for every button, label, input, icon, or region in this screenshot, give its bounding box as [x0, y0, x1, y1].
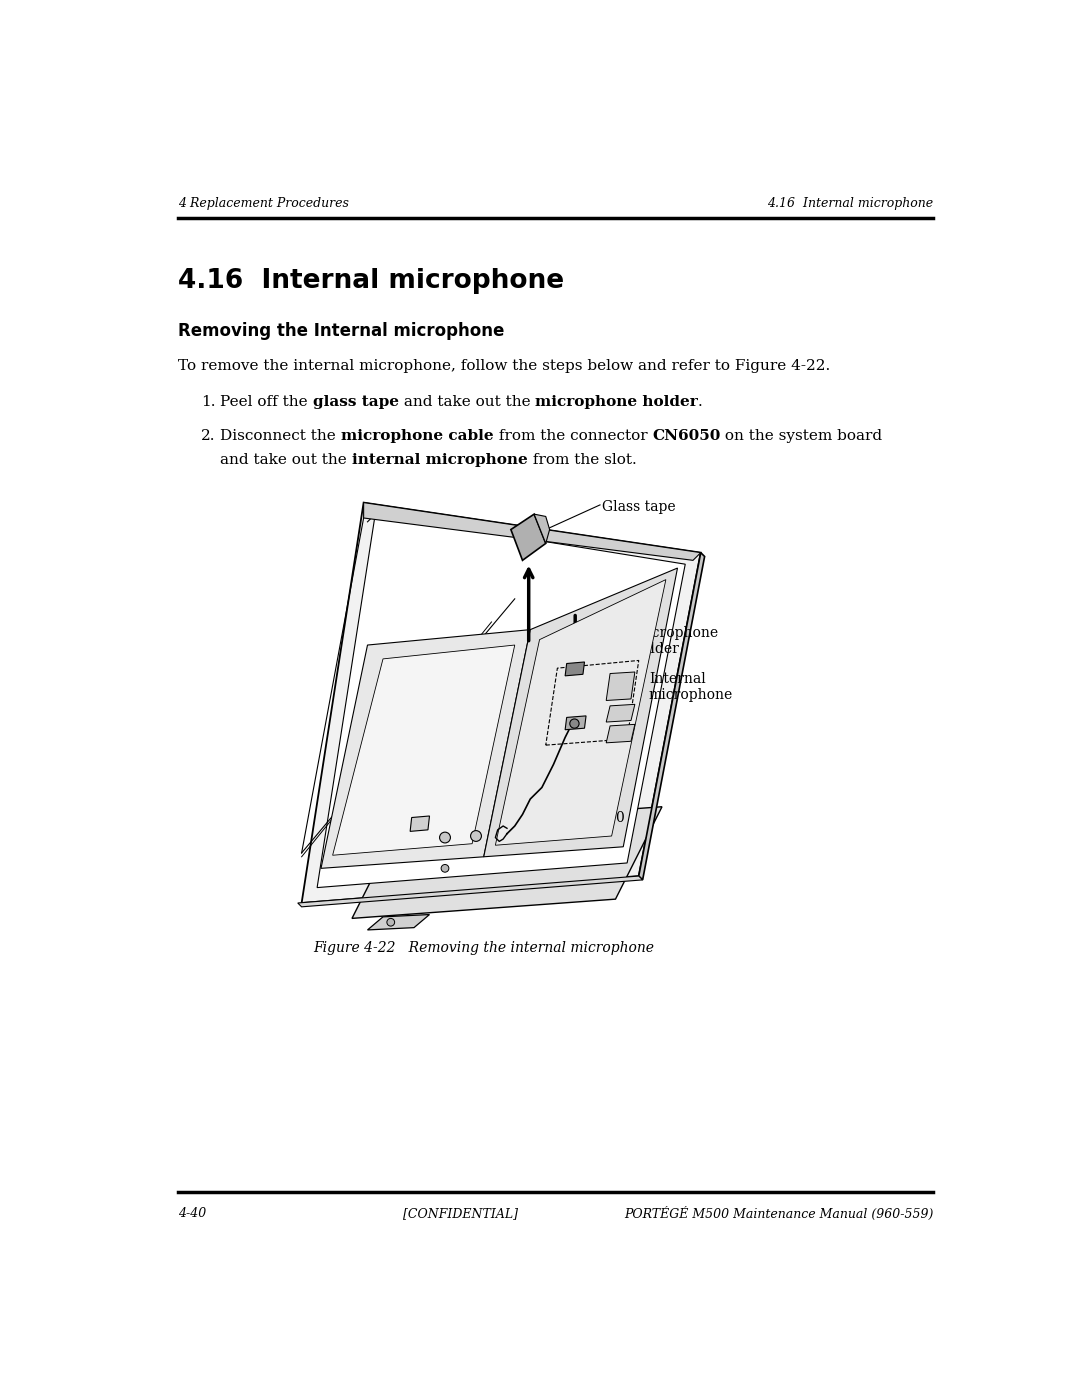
- Polygon shape: [606, 725, 635, 743]
- Text: and take out the: and take out the: [220, 453, 352, 467]
- Text: 4-40: 4-40: [177, 1207, 206, 1220]
- Polygon shape: [511, 514, 545, 560]
- Text: 2.: 2.: [201, 429, 215, 443]
- Text: internal microphone: internal microphone: [352, 453, 528, 467]
- Text: Disconnect the: Disconnect the: [220, 429, 341, 443]
- Text: Glass tape: Glass tape: [603, 500, 676, 514]
- Polygon shape: [321, 630, 530, 869]
- Polygon shape: [565, 662, 584, 676]
- Text: 4.16  Internal microphone: 4.16 Internal microphone: [767, 197, 933, 210]
- Polygon shape: [318, 514, 685, 887]
- Text: on the system board: on the system board: [720, 429, 882, 443]
- Polygon shape: [638, 553, 704, 880]
- Text: .: .: [698, 395, 703, 409]
- Polygon shape: [364, 503, 701, 560]
- Circle shape: [441, 865, 449, 872]
- Text: CN6050: CN6050: [567, 812, 625, 826]
- Circle shape: [387, 918, 394, 926]
- Text: 4.16  Internal microphone: 4.16 Internal microphone: [177, 268, 564, 293]
- Text: To remove the internal microphone, follow the steps below and refer to Figure 4-: To remove the internal microphone, follo…: [177, 359, 829, 373]
- Circle shape: [440, 833, 450, 842]
- Circle shape: [471, 831, 482, 841]
- Polygon shape: [410, 816, 430, 831]
- Text: Removing the Internal microphone: Removing the Internal microphone: [177, 321, 504, 339]
- Text: microphone cable: microphone cable: [341, 429, 494, 443]
- Polygon shape: [333, 645, 515, 855]
- Polygon shape: [298, 876, 643, 907]
- Text: Internal
microphone: Internal microphone: [649, 672, 733, 703]
- Text: 1.: 1.: [201, 395, 215, 409]
- Text: and take out the: and take out the: [399, 395, 536, 409]
- Text: CN6050: CN6050: [652, 429, 720, 443]
- Polygon shape: [606, 672, 635, 700]
- Text: Peel off the: Peel off the: [220, 395, 313, 409]
- Text: [CONFIDENTIAL]: [CONFIDENTIAL]: [403, 1207, 518, 1220]
- Polygon shape: [352, 806, 662, 918]
- Text: from the slot.: from the slot.: [528, 453, 636, 467]
- Polygon shape: [301, 503, 701, 902]
- Polygon shape: [565, 715, 586, 729]
- Polygon shape: [367, 915, 430, 930]
- Text: from the connector: from the connector: [494, 429, 652, 443]
- Polygon shape: [484, 569, 677, 856]
- Text: Figure 4-22   Removing the internal microphone: Figure 4-22 Removing the internal microp…: [313, 942, 654, 956]
- Polygon shape: [496, 580, 666, 845]
- Polygon shape: [535, 514, 550, 543]
- Polygon shape: [606, 704, 635, 722]
- Circle shape: [570, 719, 579, 728]
- Text: glass tape: glass tape: [313, 395, 399, 409]
- Text: microphone holder: microphone holder: [536, 395, 698, 409]
- Text: 4 Replacement Procedures: 4 Replacement Procedures: [177, 197, 349, 210]
- Text: PORTÉGÉ M500 Maintenance Manual (960-559): PORTÉGÉ M500 Maintenance Manual (960-559…: [624, 1207, 933, 1221]
- Text: Microphone
holder: Microphone holder: [633, 626, 718, 657]
